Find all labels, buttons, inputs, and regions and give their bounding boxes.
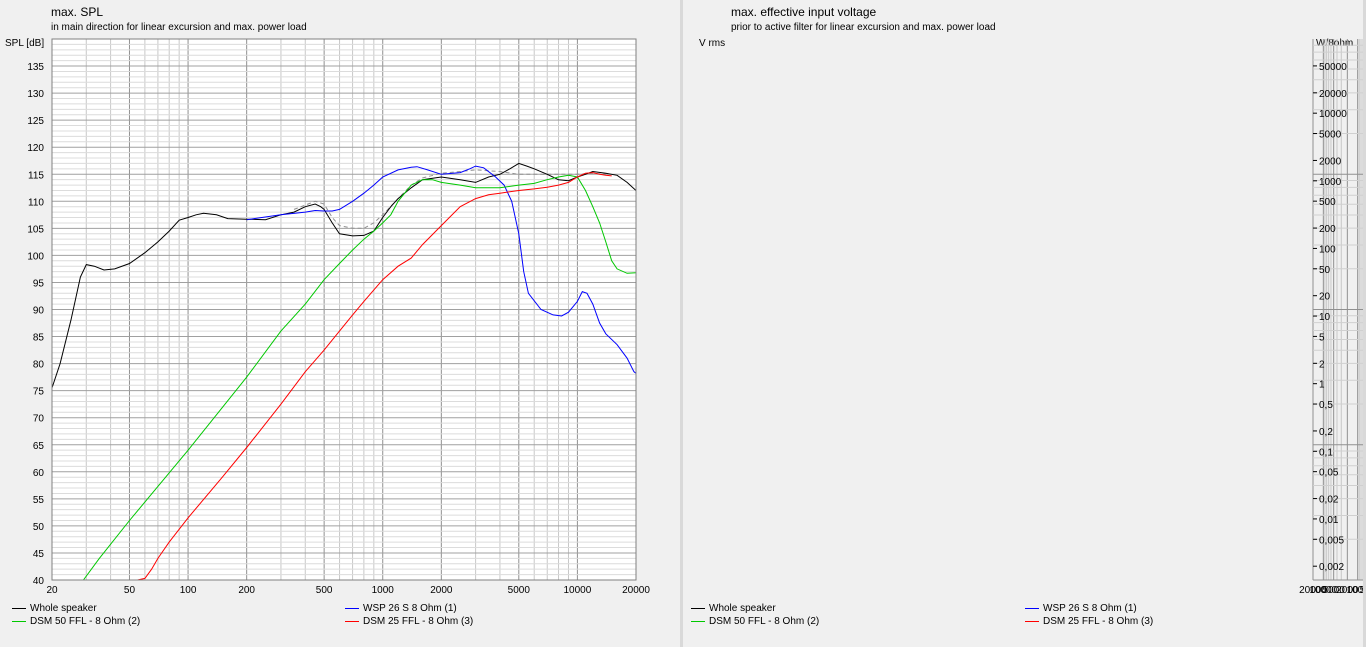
spl-chart-svg: 20 50 100 200 500 1000 2000 5000 10000 20000 40 45 5… xyxy=(27,38,650,596)
right-tick-label: 0,005 xyxy=(1319,535,1344,546)
y-tick-label: 90 xyxy=(33,306,45,317)
y-tick-label: 120 xyxy=(27,143,44,154)
y-tick-label: 55 xyxy=(33,495,45,506)
right-tick-label: 5 xyxy=(1319,332,1325,343)
legend-item: Whole speaker xyxy=(12,603,97,614)
y-axis-right-label: W/8ohm xyxy=(1316,38,1354,49)
y-tick-label: 50 xyxy=(33,522,45,533)
right-tick-label: 200 xyxy=(1319,224,1336,235)
y-tick-label: 60 xyxy=(33,468,45,479)
right-tick-label: 0,002 xyxy=(1319,562,1344,573)
reference-dashed-line xyxy=(293,169,606,229)
x-tick-label: 50 xyxy=(124,585,136,596)
chart-subtitle: prior to active filter for linear excurs… xyxy=(731,22,996,33)
chart-title: max. effective input voltage xyxy=(731,5,877,19)
plot-frame xyxy=(51,38,637,581)
spl-chart-panel: max. SPL in main direction for linear ex… xyxy=(5,5,650,627)
x-tick-label: 10000 xyxy=(563,585,591,596)
right-tick-label: 0,01 xyxy=(1319,515,1339,526)
x-tick-label: 10000 xyxy=(1309,585,1337,596)
right-tick-label: 100 xyxy=(1319,244,1336,255)
y-tick-label: 110 xyxy=(28,197,44,208)
voltage-chart-panel: max. effective input voltage prior to ac… xyxy=(683,0,1366,647)
right-tick-label: 5000 xyxy=(1319,130,1342,141)
y-tick-label: 45 xyxy=(33,549,45,560)
right-tick-label: 2000 xyxy=(1319,156,1342,167)
window-edge xyxy=(1363,0,1366,647)
panel-divider xyxy=(680,0,683,647)
x-tick-label: 1000 xyxy=(372,585,395,596)
y-axis-label: SPL [dB] xyxy=(5,38,45,49)
voltage-chart-svg: 205010020050010002000500010000200000,10,… xyxy=(1299,39,1366,596)
x-tick-label: 5000 xyxy=(1323,585,1346,596)
y-tick-label: 95 xyxy=(33,278,45,289)
y-tick-label: 80 xyxy=(33,360,45,371)
x-tick-label: 2000 xyxy=(430,585,453,596)
legend-item: WSP 26 S 8 Ohm (1) xyxy=(345,603,457,614)
y-tick-label: 115 xyxy=(28,170,44,181)
legend-item: WSP 26 S 8 Ohm (1) xyxy=(1025,603,1137,614)
series-line xyxy=(52,162,636,389)
y-tick-label: 105 xyxy=(27,224,44,235)
x-tick-label: 5000 xyxy=(508,585,531,596)
y-tick-label: 100 xyxy=(27,251,44,262)
x-tick-label: 1000 xyxy=(1347,585,1366,596)
series-line xyxy=(246,165,636,374)
series-line xyxy=(52,174,636,580)
y-tick-label: 85 xyxy=(33,333,45,344)
right-tick-label: 1000 xyxy=(1319,177,1342,188)
x-tick-label: 100 xyxy=(180,585,197,596)
right-tick-label: 0,05 xyxy=(1319,468,1339,479)
right-tick-label: 50 xyxy=(1319,265,1331,276)
right-tick-label: 20 xyxy=(1319,292,1331,303)
y-tick-label: 65 xyxy=(33,441,45,452)
right-tick-label: 500 xyxy=(1319,197,1336,208)
y-tick-label: 125 xyxy=(27,116,44,127)
series-line xyxy=(52,172,612,580)
right-tick-label: 2 xyxy=(1319,359,1325,370)
legend-item: DSM 25 FFL - 8 Ohm (3) xyxy=(1025,616,1153,627)
right-tick-label: 10 xyxy=(1319,312,1331,323)
right-tick-label: 0,02 xyxy=(1319,495,1339,506)
right-tick-label: 0,1 xyxy=(1319,447,1333,458)
right-tick-label: 1 xyxy=(1319,380,1325,391)
right-tick-label: 10000 xyxy=(1319,109,1347,120)
x-tick-label: 2000 xyxy=(1336,585,1359,596)
right-tick-label: 20000 xyxy=(1319,89,1347,100)
x-tick-label: 200 xyxy=(238,585,255,596)
right-tick-label: 0,5 xyxy=(1319,400,1333,411)
right-tick-label: 50000 xyxy=(1319,62,1347,73)
legend-item: DSM 50 FFL - 8 Ohm (2) xyxy=(12,616,140,627)
y-tick-label: 75 xyxy=(33,387,45,398)
x-tick-label: 20 xyxy=(46,585,58,596)
legend-item: DSM 50 FFL - 8 Ohm (2) xyxy=(691,616,819,627)
x-tick-label: 500 xyxy=(316,585,333,596)
right-tick-label: 0,2 xyxy=(1319,427,1333,438)
legend-item: Whole speaker xyxy=(691,603,776,614)
x-tick-label: 20000 xyxy=(1299,585,1327,596)
x-tick-label: 500 xyxy=(1360,585,1366,596)
chart-title: max. SPL xyxy=(51,5,104,19)
y-axis-label: V rms xyxy=(699,38,726,49)
y-tick-label: 130 xyxy=(27,89,44,100)
y-tick-label: 135 xyxy=(27,62,44,73)
y-tick-label: 40 xyxy=(33,576,45,587)
legend-item: DSM 25 FFL - 8 Ohm (3) xyxy=(345,616,473,627)
x-tick-label: 20000 xyxy=(622,585,650,596)
y-tick-label: 70 xyxy=(33,414,45,425)
chart-subtitle: in main direction for linear excursion a… xyxy=(51,22,307,33)
